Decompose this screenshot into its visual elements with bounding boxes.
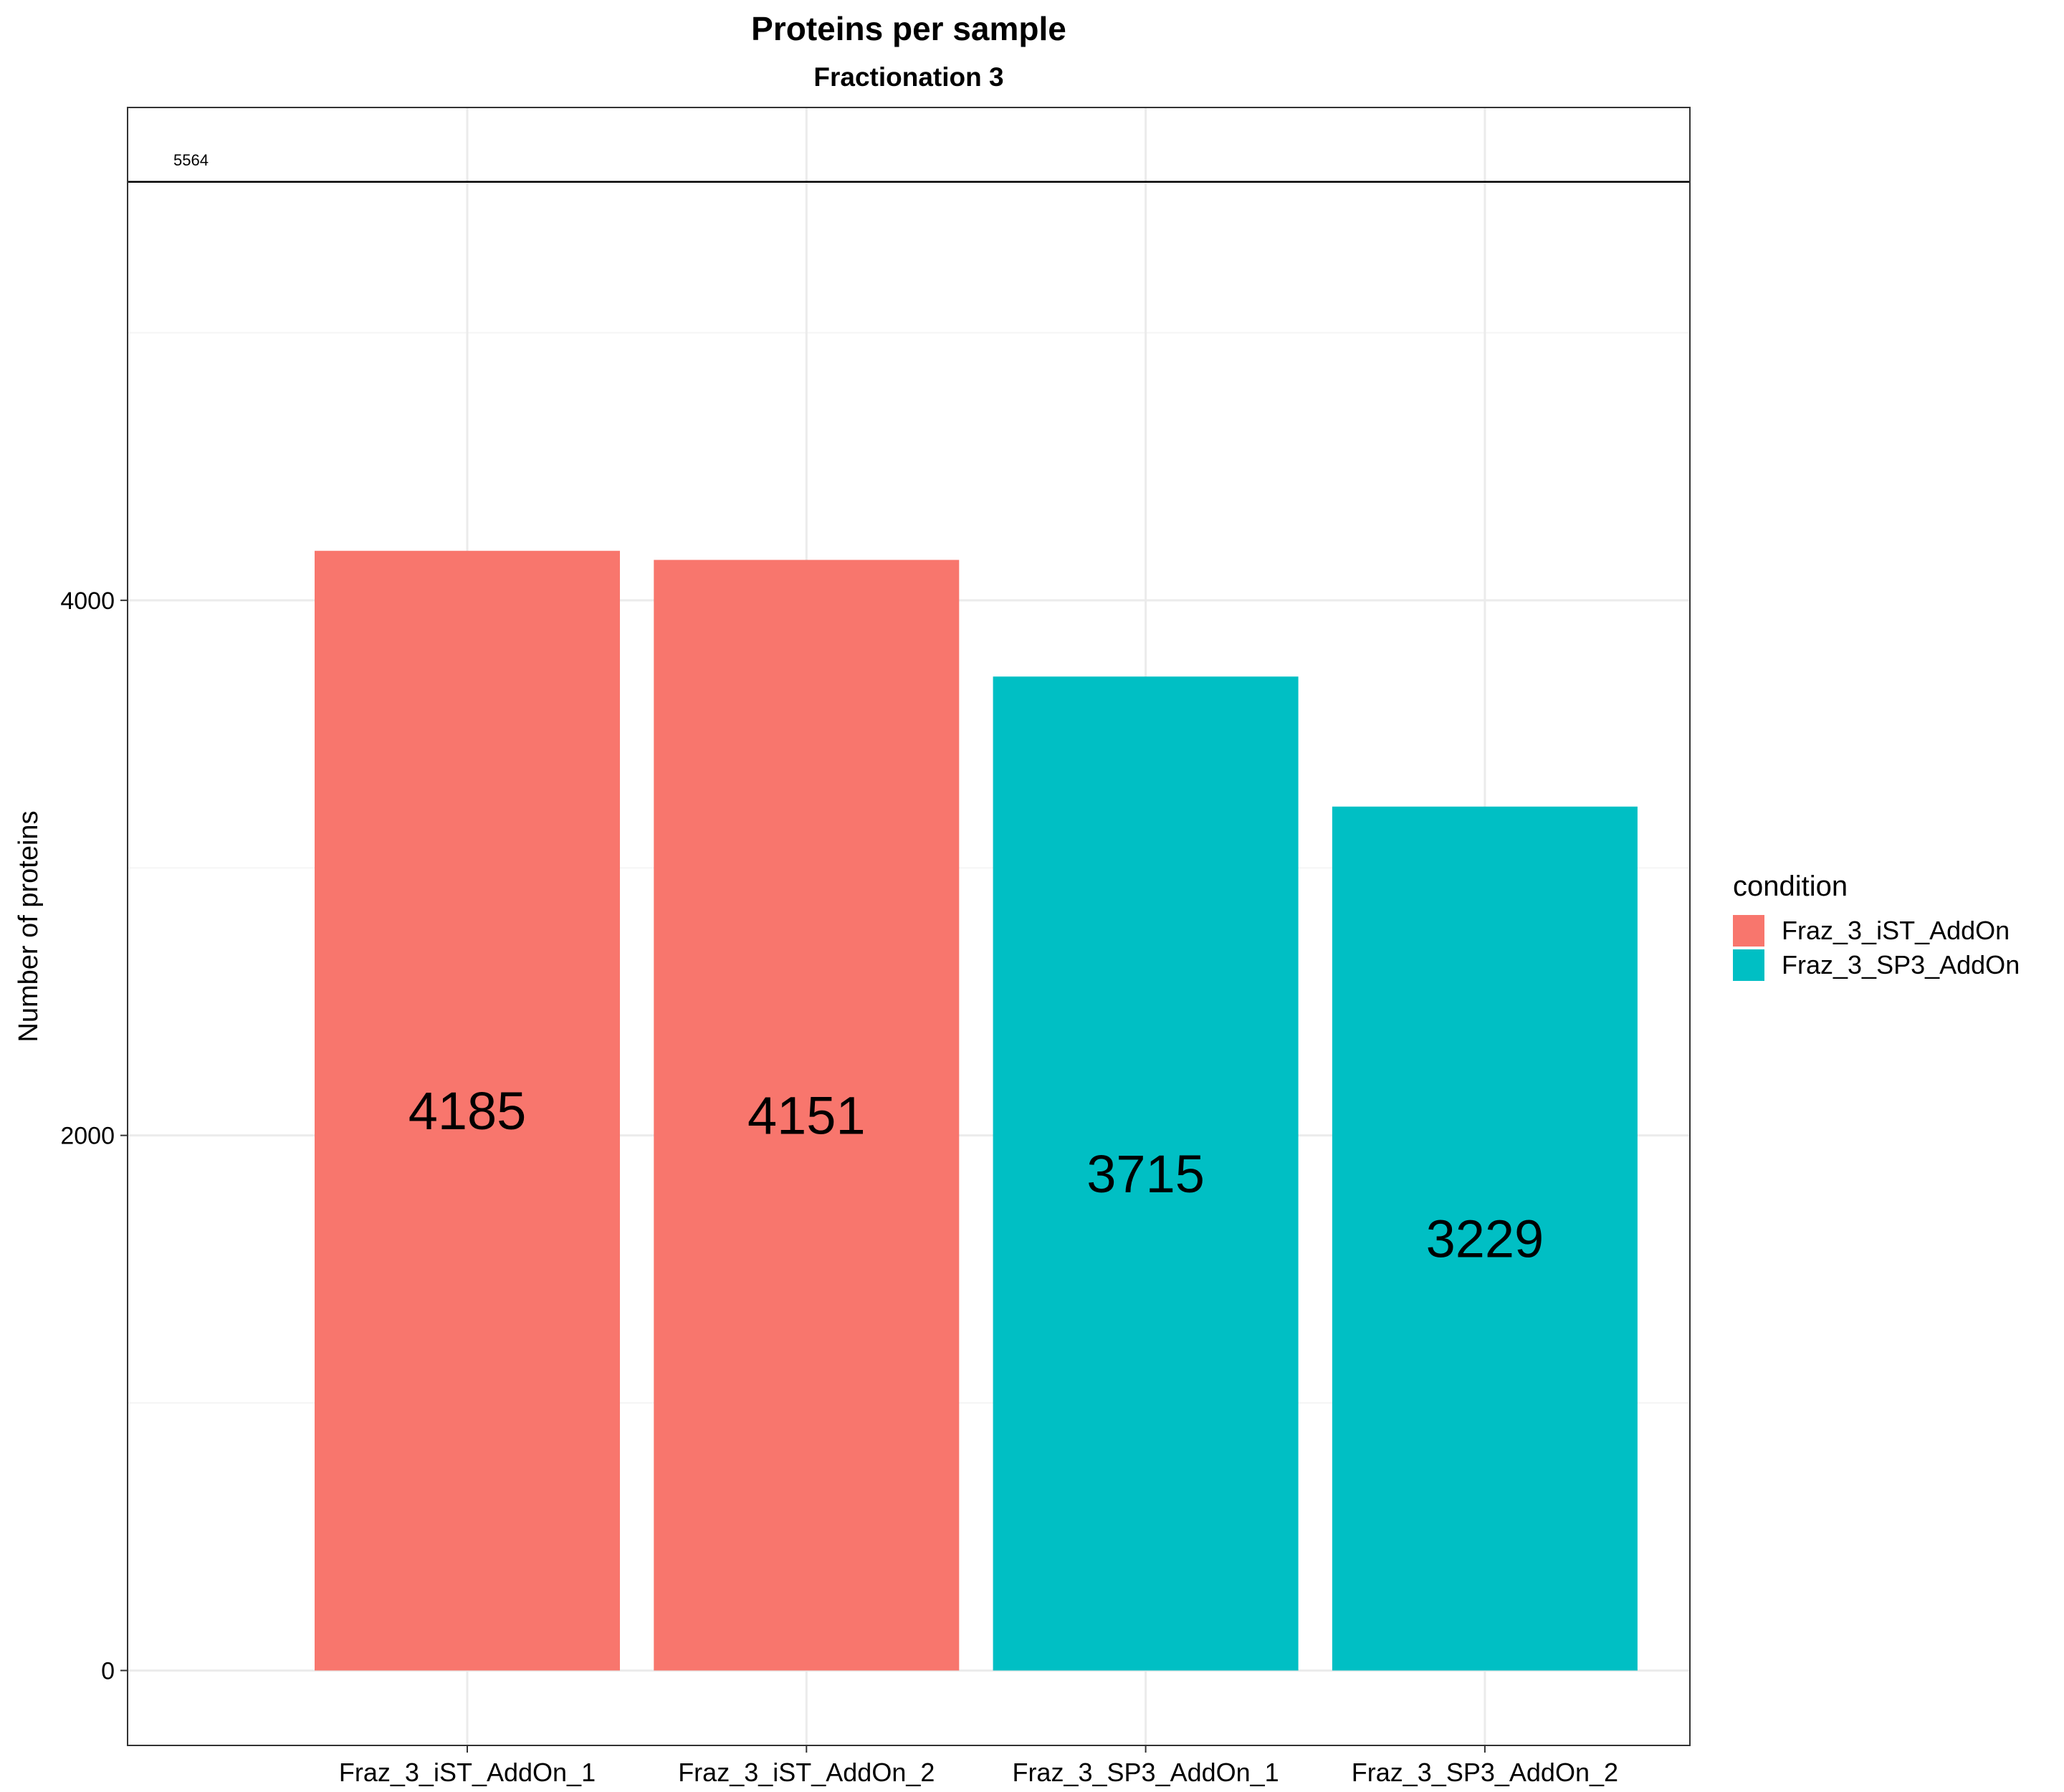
legend-label: Fraz_3_SP3_AddOn [1782,950,2020,979]
legend: condition Fraz_3_iST_AddOn Fraz_3_SP3_Add… [1733,871,2020,981]
bar-Fraz_3_iST_AddOn_1 [315,550,620,1671]
bar-Fraz_3_iST_AddOn_2 [654,560,960,1671]
bars [315,550,1638,1671]
y-tick-label: 4000 [60,588,115,615]
data-label: 4185 [408,1081,527,1141]
y-tick-label: 0 [101,1657,115,1685]
reference-line-label: 5564 [173,151,209,169]
chart-title: Proteins per sample [751,10,1066,47]
chart-subtitle: Fractionation 3 [813,62,1003,92]
plot-panel-border [127,107,1691,1746]
data-label: 4151 [747,1086,866,1145]
legend-label: Fraz_3_iST_AddOn [1782,916,2010,945]
y-axis-title: Number of proteins [14,810,44,1042]
data-labels: 4185 4151 3715 3229 [408,1081,1544,1268]
x-tick-label: Fraz_3_iST_AddOn_2 [678,1758,935,1787]
bar-Fraz_3_SP3_AddOn_2 [1332,806,1638,1671]
x-tick-label: Fraz_3_SP3_AddOn_1 [1012,1758,1279,1787]
y-axis: 0 2000 4000 [60,588,128,1685]
data-label: 3229 [1426,1209,1544,1269]
x-tick-label: Fraz_3_iST_AddOn_1 [339,1758,596,1787]
y-tick-label: 2000 [60,1123,115,1150]
legend-swatch [1733,915,1764,947]
x-tick-label: Fraz_3_SP3_AddOn_2 [1352,1758,1618,1787]
reference-line-group: 5564 [128,151,1690,183]
legend-swatch [1733,949,1764,981]
bar-Fraz_3_SP3_AddOn_1 [993,676,1299,1671]
legend-title: condition [1733,871,1848,902]
legend-entries: Fraz_3_iST_AddOn Fraz_3_SP3_AddOn [1733,915,2020,981]
x-axis: Fraz_3_iST_AddOn_1 Fraz_3_iST_AddOn_2 Fraz… [339,1745,1618,1787]
data-label: 3715 [1086,1144,1205,1204]
